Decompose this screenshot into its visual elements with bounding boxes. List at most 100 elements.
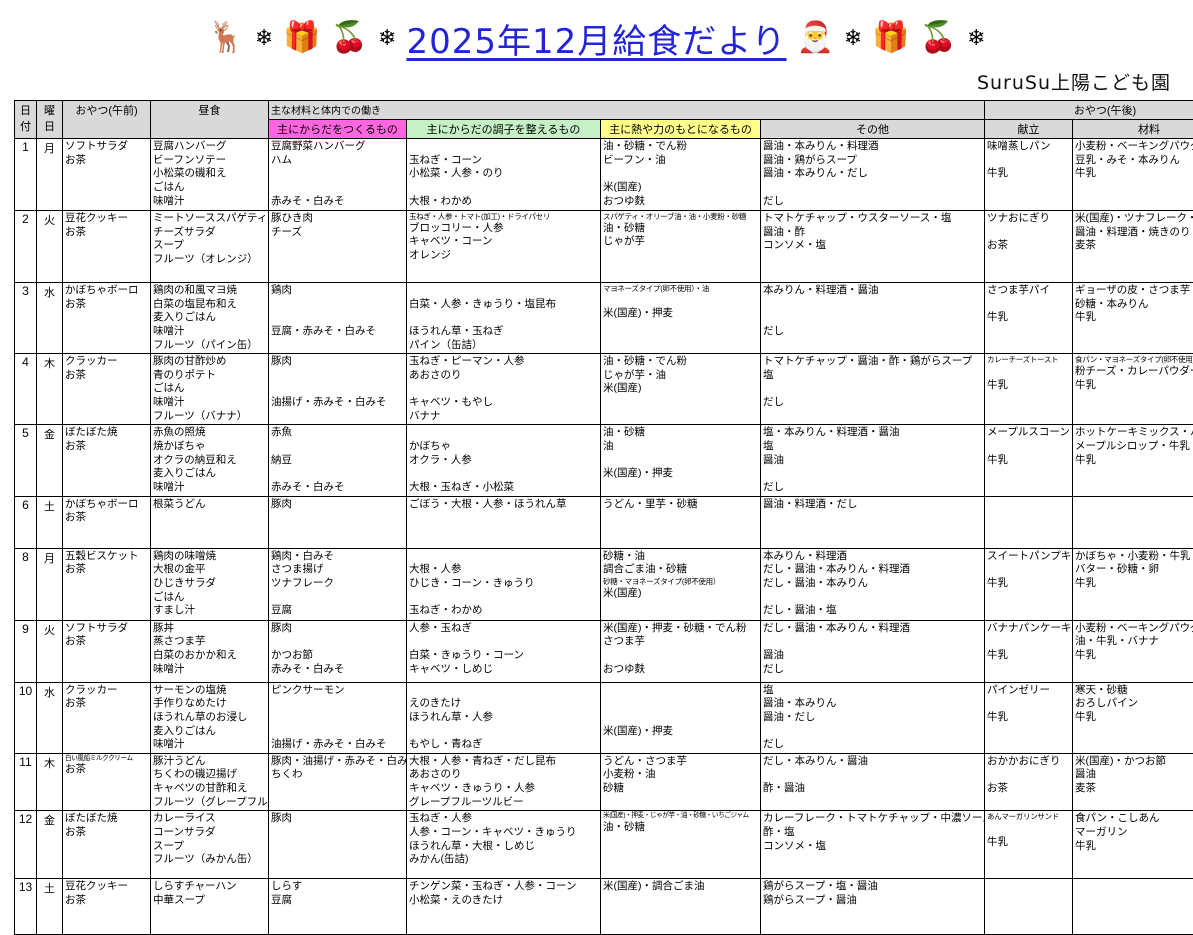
- cell-energy: うどん・里芋・砂糖: [601, 496, 761, 548]
- cell-energy: 砂糖・油調合ごま油・砂糖砂糖・マヨネーズタイプ(卵不使用）米(国産): [601, 548, 761, 620]
- group-header-snack-pm: おやつ(午後): [985, 101, 1193, 120]
- cell-snack-am: 豆花クッキーお茶: [63, 211, 151, 283]
- cell-energy: 米(国産)・押麦・砂糖・でん粉さつま芋 おつゆ麩: [601, 620, 761, 682]
- cell-building: 鶏肉・白みそさつま揚げツナフレーク 豆腐: [269, 548, 407, 620]
- cell-other: 醤油・本みりん・料理酒醤油・鶏がらスープ醤油・本みりん・だし だし: [761, 139, 985, 211]
- holly-icon: 🍒: [920, 23, 957, 53]
- cell-building: 鶏肉 豆腐・赤みそ・白みそ: [269, 283, 407, 354]
- cell-regulating: チンゲン菜・玉ねぎ・人参・コーン小松菜・えのきたけ: [407, 879, 601, 935]
- col-header-lunch: 昼食: [151, 101, 269, 139]
- cell-building: 豚肉: [269, 496, 407, 548]
- cell-day-of-week: 月: [37, 139, 63, 211]
- cell-date: 9: [15, 620, 37, 682]
- cell-snack-am: クラッカーお茶: [63, 682, 151, 753]
- cell-date: 6: [15, 496, 37, 548]
- cell-other: 塩・本みりん・料理酒・醤油塩醤油 だし: [761, 425, 985, 496]
- santa-icon: 🎅: [797, 23, 834, 53]
- cell-material-pm: 寒天・砂糖おろしパイン牛乳: [1073, 682, 1193, 753]
- cell-menu-pm: スイートパンプキン 牛乳: [985, 548, 1073, 620]
- cell-lunch: 豚丼蒸さつま芋白菜のおかか和え味噌汁: [151, 620, 269, 682]
- col-header-snack-am: おやつ(午前): [63, 101, 151, 139]
- cell-day-of-week: 火: [37, 211, 63, 283]
- cell-menu-pm: さつま芋パイ 牛乳: [985, 283, 1073, 354]
- cell-menu-pm: [985, 496, 1073, 548]
- cell-snack-am: 白い風船ミルククリームお茶: [63, 753, 151, 811]
- cell-material-pm: 食パン・こしあんマーガリン牛乳: [1073, 811, 1193, 879]
- cell-day-of-week: 金: [37, 811, 63, 879]
- cell-energy: 油・砂糖油 米(国産)・押麦: [601, 425, 761, 496]
- cell-menu-pm: あんマーガリンサンド 牛乳: [985, 811, 1073, 879]
- cell-menu-pm: パインゼリー 牛乳: [985, 682, 1073, 753]
- cell-regulating: 人参・玉ねぎ 白菜・きゅうり・コーンキャベツ・しめじ: [407, 620, 601, 682]
- cell-lunch: しらすチャーハン中華スープ: [151, 879, 269, 935]
- cell-lunch: 鶏肉の和風マヨ焼白菜の塩昆布和え麦入りごはん味噌汁フルーツ（パイン缶）: [151, 283, 269, 354]
- cell-energy: 油・砂糖・でん粉ビーフン・油 米(国産)おつゆ麩: [601, 139, 761, 211]
- cell-energy: スパゲティ・オリーブ油・油・小麦粉・砂糖油・砂糖じゃが芋: [601, 211, 761, 283]
- cell-material-pm: [1073, 879, 1193, 935]
- cell-energy: 油・砂糖・でん粉じゃが芋・油米(国産): [601, 354, 761, 425]
- cell-other: トマトケチャップ・醤油・酢・鶏がらスープ塩 だし: [761, 354, 985, 425]
- cell-other: 塩醤油・本みりん醤油・だし だし: [761, 682, 985, 753]
- col-header-date: 日 付: [15, 101, 37, 139]
- col-header-material-pm: 材料: [1073, 120, 1193, 139]
- title-banner: 🦌 ❄ 🎁 🍒 ❄ 2025年12月給食だより 🎅 ❄ 🎁 🍒 ❄: [0, 0, 1193, 72]
- cell-material-pm: かぼちゃ・小麦粉・牛乳バター・砂糖・卵牛乳: [1073, 548, 1193, 620]
- cell-day-of-week: 土: [37, 879, 63, 935]
- cell-day-of-week: 金: [37, 425, 63, 496]
- menu-table: 日 付 曜 日 おやつ(午前) 昼食 主な材料と体内での働き おやつ(午後) 主…: [14, 100, 1193, 935]
- cell-lunch: 赤魚の照焼焼かぼちゃオクラの納豆和え麦入りごはん味噌汁: [151, 425, 269, 496]
- cell-menu-pm: カレーチーズトースト 牛乳: [985, 354, 1073, 425]
- snowflake-icon: ❄: [967, 27, 985, 49]
- cell-material-pm: [1073, 496, 1193, 548]
- col-header-regulating: 主にからだの調子を整えるもの: [407, 120, 601, 139]
- cell-energy: 米(国産)・押麦: [601, 682, 761, 753]
- cell-energy: マヨネーズタイプ(卵不使用）・油 米(国産)・押麦: [601, 283, 761, 354]
- cell-regulating: 白菜・人参・きゅうり・塩昆布 ほうれん草・玉ねぎパイン（缶詰）: [407, 283, 601, 354]
- cell-other: 本みりん・料理酒だし・醤油・本みりん・料理酒だし・醤油・本みりん だし・醤油・塩: [761, 548, 985, 620]
- cell-day-of-week: 火: [37, 620, 63, 682]
- page-title: 2025年12月給食だより: [406, 14, 786, 63]
- cell-day-of-week: 木: [37, 354, 63, 425]
- group-header-ingredients: 主な材料と体内での働き: [269, 101, 985, 120]
- cell-building: しらす豆腐: [269, 879, 407, 935]
- table-group-header-row: 日 付 曜 日 おやつ(午前) 昼食 主な材料と体内での働き おやつ(午後): [15, 101, 1193, 120]
- cell-energy: 米(国産)・押麦・じゃが芋・油・砂糖・いちごジャム油・砂糖: [601, 811, 761, 879]
- cell-building: 豚肉 かつお節赤みそ・白みそ: [269, 620, 407, 682]
- cell-date: 2: [15, 211, 37, 283]
- cell-day-of-week: 木: [37, 753, 63, 811]
- cell-date: 5: [15, 425, 37, 496]
- cell-snack-am: クラッカーお茶: [63, 354, 151, 425]
- gift-icon: 🎁: [872, 23, 909, 53]
- cell-snack-am: ぼたぼた焼お茶: [63, 811, 151, 879]
- cell-day-of-week: 土: [37, 496, 63, 548]
- cell-lunch: 鶏肉の味噌焼大根の金平ひじきサラダごはんすまし汁: [151, 548, 269, 620]
- cell-menu-pm: おかかおにぎり お茶: [985, 753, 1073, 811]
- col-header-menu-pm: 献立: [985, 120, 1073, 139]
- cell-date: 12: [15, 811, 37, 879]
- cell-lunch: サーモンの塩焼手作りなめたけほうれん草のお浸し麦入りごはん味噌汁: [151, 682, 269, 753]
- cell-snack-am: かぼちゃボーロお茶: [63, 283, 151, 354]
- cell-menu-pm: 味噌蒸しパン 牛乳: [985, 139, 1073, 211]
- cell-regulating: 大根・人参・青ねぎ・だし昆布あおさのりキャベツ・きゅうり・人参グレープフルーツル…: [407, 753, 601, 811]
- cell-date: 8: [15, 548, 37, 620]
- cell-menu-pm: バナナパンケーキ 牛乳: [985, 620, 1073, 682]
- cell-menu-pm: [985, 879, 1073, 935]
- cell-regulating: ごぼう・大根・人参・ほうれん草: [407, 496, 601, 548]
- cell-other: だし・醤油・本みりん・料理酒 醤油だし: [761, 620, 985, 682]
- cell-material-pm: 米(国産)・かつお節醤油麦茶: [1073, 753, 1193, 811]
- cell-menu-pm: メープルスコーン 牛乳: [985, 425, 1073, 496]
- reindeer-icon: 🦌: [207, 23, 244, 53]
- cell-date: 10: [15, 682, 37, 753]
